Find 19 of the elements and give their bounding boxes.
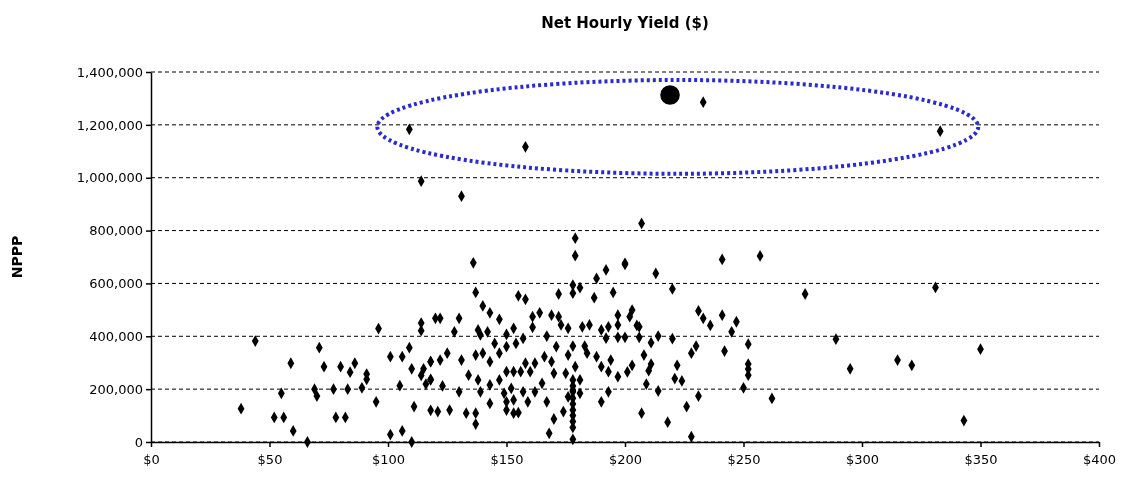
y-tick-label: 1,200,000 (76, 117, 143, 133)
y-tick-label: 800,000 (89, 223, 143, 239)
y-tick-label: 1,400,000 (76, 64, 143, 80)
x-tick-label: $250 (727, 452, 761, 468)
x-tick-label: $200 (608, 452, 643, 468)
x-tick-label: $300 (845, 452, 880, 468)
x-tick-label: $100 (371, 452, 406, 468)
x-tick-label: $350 (964, 452, 998, 468)
y-tick-label: 1,000,000 (76, 170, 143, 186)
y-tick-label: 400,000 (89, 328, 143, 344)
y-tick-label: 0 (134, 434, 143, 450)
x-tick-label: $50 (257, 452, 283, 468)
x-tick-label: $150 (490, 452, 524, 468)
y-tick-label: 200,000 (89, 381, 143, 397)
x-tick-label: $0 (143, 452, 160, 468)
y-tick-label: 600,000 (89, 276, 143, 292)
y-axis-title: NPPP (9, 235, 25, 279)
x-tick-label: $400 (1082, 452, 1117, 468)
chart-title: Net Hourly Yield ($) (541, 14, 709, 32)
